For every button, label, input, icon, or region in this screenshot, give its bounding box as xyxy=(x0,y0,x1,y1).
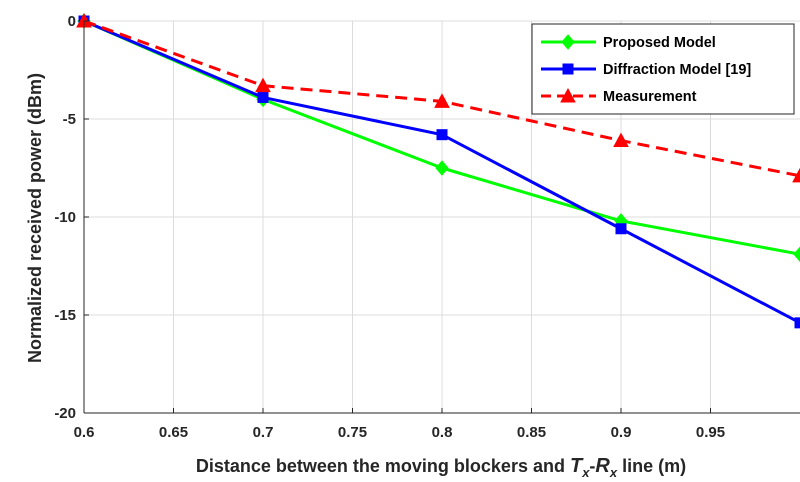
data-point xyxy=(792,167,800,183)
y-tick-label: -20 xyxy=(54,405,76,422)
x-tick-label: 0.95 xyxy=(696,424,725,441)
legend-marker xyxy=(560,87,576,103)
x-tick-label: 0.75 xyxy=(338,424,367,441)
x-tick-label: 0.9 xyxy=(611,424,632,441)
data-point xyxy=(794,317,800,329)
y-tick-label: -10 xyxy=(54,209,76,226)
legend-marker xyxy=(561,34,575,50)
data-point xyxy=(793,246,800,263)
legend-marker xyxy=(562,63,574,75)
x-tick-label: 0.7 xyxy=(253,424,274,441)
x-tick-label: 0.65 xyxy=(159,424,188,441)
data-point xyxy=(436,129,448,141)
legend-entry: Proposed Model xyxy=(541,34,716,51)
y-axis-label: Normalized received power (dBm) xyxy=(25,73,45,363)
legend-entry: Measurement xyxy=(541,87,697,105)
x-tick-label: 0.6 xyxy=(74,424,95,441)
legend-entry: Diffraction Model [19] xyxy=(541,62,751,78)
data-point xyxy=(613,132,629,148)
legend-label: Measurement xyxy=(603,89,697,105)
y-tick-labels: 0 -5 -10 -15 -20 xyxy=(54,13,76,422)
legend-label: Proposed Model xyxy=(603,35,716,51)
x-tick-labels: 0.6 0.65 0.7 0.75 0.8 0.85 0.9 0.95 xyxy=(74,424,726,441)
y-tick-label: -5 xyxy=(63,111,76,128)
series-lines xyxy=(76,12,800,329)
data-point xyxy=(434,93,450,108)
data-point xyxy=(435,160,449,176)
x-tick-label: 0.85 xyxy=(517,424,546,441)
y-tick-label: 0 xyxy=(68,13,76,30)
legend-label: Diffraction Model [19] xyxy=(603,62,751,78)
x-axis-label: Distance between the moving blockers and… xyxy=(196,455,686,480)
series-measurement xyxy=(76,12,800,183)
data-point xyxy=(615,223,627,235)
legend: Proposed Model Diffraction Model [19] Meas… xyxy=(531,23,795,115)
axes xyxy=(83,20,800,414)
y-tick-label: -15 xyxy=(54,307,76,324)
data-point xyxy=(255,77,271,93)
x-tick-label: 0.8 xyxy=(432,424,453,441)
data-point xyxy=(257,91,269,103)
